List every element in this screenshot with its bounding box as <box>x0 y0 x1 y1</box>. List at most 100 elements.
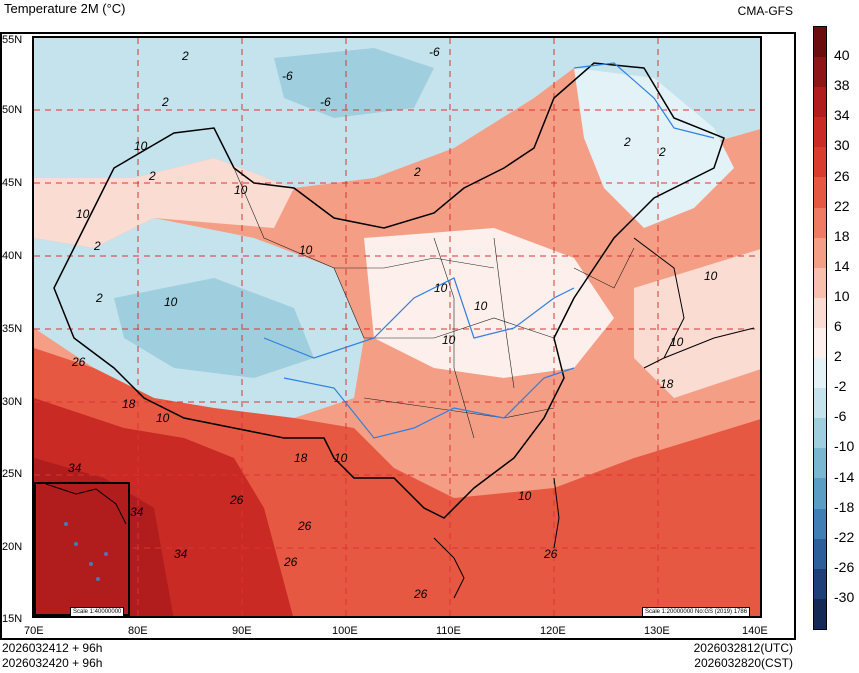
cold-core-plateau <box>114 278 314 378</box>
temperature-map: 2 -6 2 -6 -6 2 10 2 10 2 10 2 10 2 10 10… <box>34 38 760 616</box>
lat-label: 40N <box>2 250 23 262</box>
colorbar-segment <box>814 388 826 419</box>
colorbar <box>813 26 827 630</box>
colorbar-tick-label: -14 <box>834 468 855 485</box>
contour-label: 10 <box>234 183 248 197</box>
colorbar-segment <box>814 327 826 359</box>
colorbar-segment <box>814 418 826 449</box>
colorbar-segment <box>814 267 826 298</box>
colorbar-segment <box>814 448 826 479</box>
graticule <box>34 38 760 616</box>
colorbar-segment <box>814 237 826 268</box>
contour-label: -6 <box>320 95 331 109</box>
mild-region-central <box>364 228 614 378</box>
colorbar-segment <box>814 117 826 148</box>
contour-label: 10 <box>704 269 718 283</box>
contour-label: 2 <box>623 135 631 149</box>
mild-region-sea <box>634 249 760 398</box>
colorbar-tick-label: 34 <box>834 107 850 124</box>
country-border <box>53 62 725 519</box>
lon-label: 110E <box>436 625 461 637</box>
contour-label: 10 <box>518 489 532 503</box>
contour-label: 2 <box>413 165 421 179</box>
contour-label: 10 <box>76 207 90 221</box>
lat-label: 50N <box>2 104 23 116</box>
contour-label: 26 <box>543 547 558 561</box>
contour-label: 2 <box>93 239 101 253</box>
contour-label: 2 <box>95 291 103 305</box>
colorbar-segment <box>814 538 826 569</box>
main-scale-label: Scale 1:20000000 No:GS (2019) 1786 <box>642 607 751 617</box>
lon-label: 120E <box>540 625 566 637</box>
lon-label: 70E <box>24 625 44 637</box>
colorbar-segment <box>814 177 826 208</box>
lat-label: 35N <box>2 323 23 335</box>
contour-label: 10 <box>156 411 170 425</box>
contour-label: 2 <box>161 95 169 109</box>
colorbar-tick-label: -18 <box>834 498 855 515</box>
colorbar-tick-label: 26 <box>834 167 850 184</box>
colorbar-tick-label: -22 <box>834 528 855 545</box>
colorbar-tick-label: -2 <box>834 378 847 395</box>
lon-label: 130E <box>644 625 670 637</box>
contour-label: -6 <box>282 69 293 83</box>
coastlines <box>433 237 755 599</box>
cold-region-northeast <box>574 68 734 228</box>
colorbar-tick-label: 10 <box>834 287 850 304</box>
contour-label: 2 <box>658 145 666 159</box>
run-time-utc: 2026032412 + 96h <box>2 641 103 655</box>
contour-label: 26 <box>297 519 312 533</box>
colorbar-tick-label: -30 <box>834 588 855 605</box>
colorbar-segment <box>814 598 826 629</box>
colorbar-tick-label: 40 <box>834 47 850 64</box>
colorbar-tick-label: 18 <box>834 227 850 244</box>
contour-label: 34 <box>130 505 144 519</box>
contour-label: 2 <box>181 49 189 63</box>
colorbar-segment <box>814 297 826 328</box>
valid-time-utc: 2026032812(UTC) <box>693 641 793 655</box>
lat-label: 55N <box>2 34 23 46</box>
contour-label: 10 <box>670 335 684 349</box>
warm-region-yangtze <box>384 368 594 488</box>
contour-label: 18 <box>122 397 136 411</box>
south-china-sea-inset <box>34 482 130 616</box>
lat-label: 15N <box>2 613 23 625</box>
colorbar-segment <box>814 87 826 118</box>
colorbar-segment <box>814 478 826 509</box>
contour-label: 2 <box>148 169 156 183</box>
contour-label: 26 <box>229 493 244 507</box>
province-borders <box>233 167 635 439</box>
lon-label: 100E <box>332 625 358 637</box>
lat-label: 45N <box>2 177 23 189</box>
rivers <box>263 62 715 439</box>
colorbar-tick-label: 6 <box>834 318 842 334</box>
valid-time-cst: 2026032820(CST) <box>694 656 793 670</box>
colorbar-tick-label: -26 <box>834 558 855 575</box>
contour-label: 10 <box>474 299 488 313</box>
contour-label: 10 <box>442 333 456 347</box>
colorbar-tick-label: 14 <box>834 257 850 274</box>
contour-label: 26 <box>283 555 298 569</box>
colorbar-tick-label: -6 <box>834 408 847 425</box>
contour-label: 10 <box>134 139 148 153</box>
colorbar-segment <box>814 568 826 599</box>
lon-label: 90E <box>232 625 252 637</box>
contour-label: 10 <box>434 281 448 295</box>
contour-label: 10 <box>164 295 178 309</box>
contour-label: 26 <box>413 587 428 601</box>
colorbar-tick-label: -10 <box>834 438 855 455</box>
colorbar-segment <box>814 57 826 88</box>
colorbar-tick-label: 30 <box>834 137 850 154</box>
chart-title: Temperature 2M (°C) <box>4 1 126 16</box>
colorbar-segment <box>814 147 826 178</box>
contour-label: 34 <box>174 547 188 561</box>
colorbar-tick-label: 2 <box>834 348 842 365</box>
lat-label: 25N <box>2 468 23 480</box>
model-name: CMA-GFS <box>737 4 793 18</box>
colorbar-segment <box>814 358 826 389</box>
map-area[interactable]: 2 -6 2 -6 -6 2 10 2 10 2 10 2 10 2 10 10… <box>32 36 762 618</box>
contour-label: -6 <box>429 45 440 59</box>
inset-scale-label: Scale 1:40000000 <box>70 607 125 617</box>
cold-core-mongolia <box>274 48 434 118</box>
mild-region-xinjiang <box>34 158 294 248</box>
